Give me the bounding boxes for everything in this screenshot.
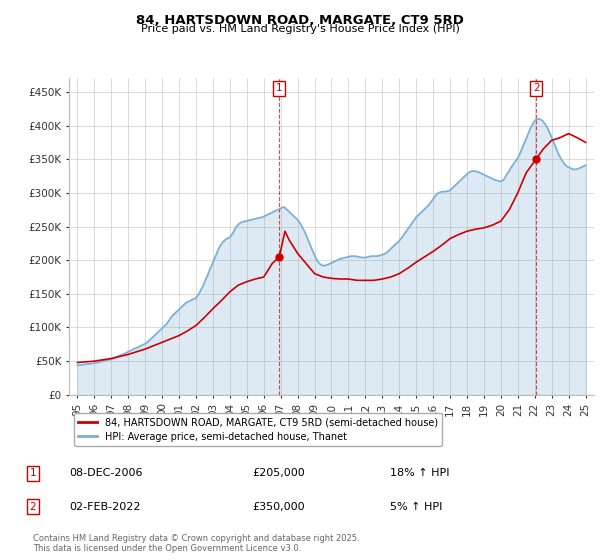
Text: 5% ↑ HPI: 5% ↑ HPI — [390, 502, 442, 512]
Text: £205,000: £205,000 — [252, 468, 305, 478]
Text: 08-DEC-2006: 08-DEC-2006 — [69, 468, 143, 478]
Text: 2: 2 — [29, 502, 37, 512]
Text: 02-FEB-2022: 02-FEB-2022 — [69, 502, 140, 512]
Text: Contains HM Land Registry data © Crown copyright and database right 2025.
This d: Contains HM Land Registry data © Crown c… — [33, 534, 359, 553]
Text: 2: 2 — [533, 83, 539, 94]
Text: 1: 1 — [276, 83, 283, 94]
Text: Price paid vs. HM Land Registry's House Price Index (HPI): Price paid vs. HM Land Registry's House … — [140, 24, 460, 34]
Text: £350,000: £350,000 — [252, 502, 305, 512]
Text: 18% ↑ HPI: 18% ↑ HPI — [390, 468, 449, 478]
Legend: 84, HARTSDOWN ROAD, MARGATE, CT9 5RD (semi-detached house), HPI: Average price, : 84, HARTSDOWN ROAD, MARGATE, CT9 5RD (se… — [74, 413, 442, 446]
Text: 1: 1 — [29, 468, 37, 478]
Text: 84, HARTSDOWN ROAD, MARGATE, CT9 5RD: 84, HARTSDOWN ROAD, MARGATE, CT9 5RD — [136, 14, 464, 27]
